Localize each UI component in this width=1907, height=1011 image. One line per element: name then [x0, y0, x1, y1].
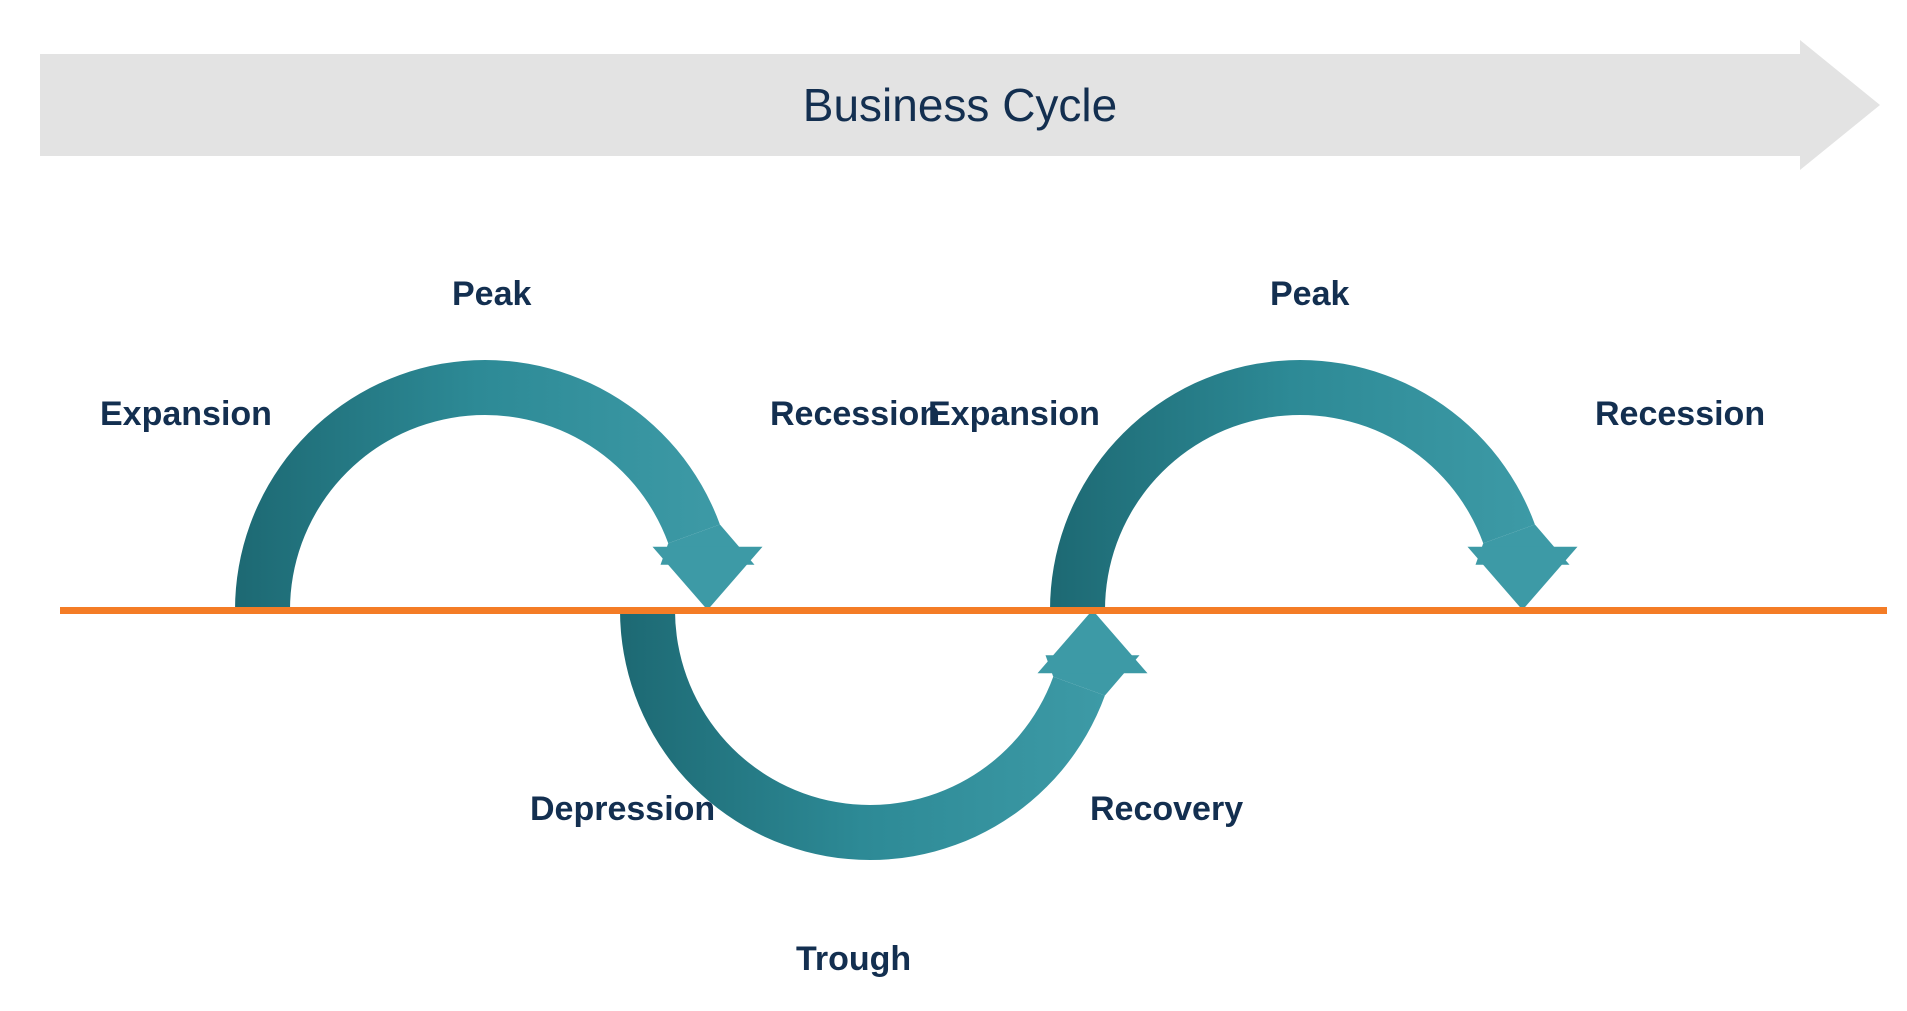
label-depression: Depression	[530, 790, 715, 829]
title-arrow: Business Cycle	[40, 40, 1880, 170]
cycle-diagram: Expansion Peak Recession Depression Trough Re…	[0, 260, 1907, 980]
title-text: Business Cycle	[803, 78, 1117, 132]
cycle-svg	[0, 260, 1907, 980]
label-expansion1: Expansion	[100, 395, 272, 434]
baseline	[60, 607, 1887, 614]
label-trough: Trough	[796, 940, 911, 979]
diagram-container: Business Cycle Expansion Peak Recession Dep…	[0, 0, 1907, 1011]
label-expansion2: Expansion	[928, 395, 1100, 434]
label-recovery: Recovery	[1090, 790, 1243, 829]
label-peak2: Peak	[1270, 275, 1349, 314]
label-recession2: Recession	[1595, 395, 1765, 434]
label-peak1: Peak	[452, 275, 531, 314]
label-recession1: Recession	[770, 395, 940, 434]
